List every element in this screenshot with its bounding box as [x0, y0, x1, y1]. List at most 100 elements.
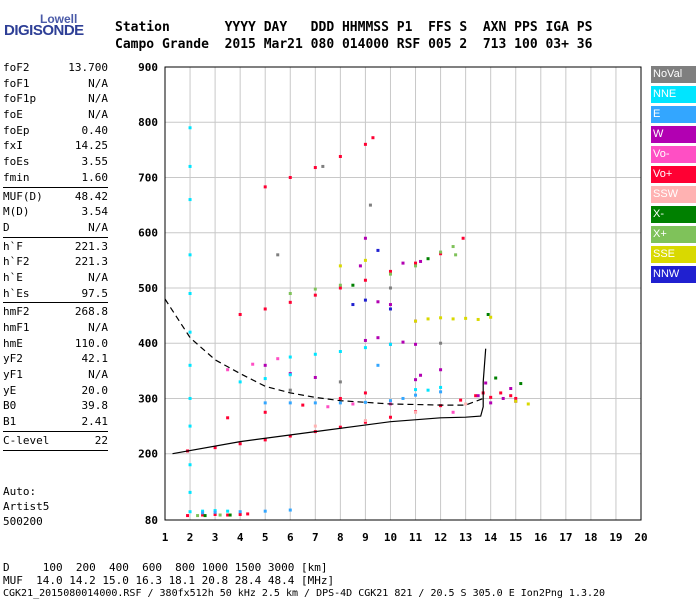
echo-point [419, 373, 423, 377]
x-tick-label: 8 [337, 531, 344, 544]
echo-point [484, 381, 488, 385]
echo-point [388, 399, 392, 403]
param-name: hmE [3, 336, 23, 350]
param-value: 2.41 [81, 415, 109, 429]
echo-series-nne [188, 126, 443, 514]
echo-point [188, 198, 192, 202]
echo-point [263, 438, 267, 442]
echo-point [313, 166, 317, 170]
echo-series-noval [276, 164, 443, 392]
echo-point [213, 510, 217, 514]
y-tick-label: 500 [138, 282, 158, 295]
y-tick-label: 300 [138, 392, 158, 405]
echo-point [454, 253, 458, 257]
distance-row: D 100 200 400 600 800 1000 1500 3000 [km… [3, 561, 328, 574]
echo-point [401, 396, 405, 400]
echo-point [459, 398, 463, 402]
scaled-parameters-list: foF2 13.700 foF1 N/A foF1p N/A foE N/A foEp 0.40 f… [3, 60, 108, 452]
param-value: 3.55 [81, 155, 109, 169]
param-row: hmE 110.0 [3, 336, 108, 352]
echo-point [464, 402, 468, 406]
echo-point [188, 292, 192, 295]
echo-point [213, 446, 217, 450]
y-tick-label: 600 [138, 227, 158, 240]
echo-point [358, 264, 362, 268]
echo-point [188, 510, 192, 514]
echo-point [388, 303, 392, 307]
param-name: fmin [3, 170, 30, 184]
echo-point [414, 319, 418, 323]
param-value: 97.5 [81, 286, 109, 300]
echo-point [501, 396, 505, 400]
param-value: 221.3 [74, 255, 108, 269]
param-value: N/A [88, 108, 108, 122]
x-tick-label: 4 [237, 531, 244, 544]
echo-point [186, 514, 190, 518]
param-separator [3, 236, 108, 238]
echo-point [363, 400, 367, 404]
param-row: foF1 N/A [3, 76, 108, 92]
logo-lowell: Lowell [40, 12, 78, 26]
param-name: hmF2 [3, 305, 30, 319]
param-value: 13.700 [68, 61, 108, 74]
echo-point [288, 401, 292, 405]
param-name: B0 [3, 399, 17, 413]
profile-solid-line [172, 348, 487, 455]
param-value: N/A [88, 368, 108, 382]
echo-series-vo [186, 136, 518, 518]
echo-point [226, 368, 230, 372]
echo-point [238, 510, 242, 514]
param-value: 268.8 [74, 305, 108, 319]
echo-point [263, 410, 267, 414]
echo-point [201, 511, 205, 515]
echo-point [363, 346, 367, 350]
param-value: N/A [88, 270, 108, 284]
param-row: h`F 221.3 [3, 239, 108, 255]
legend-item: NNW [651, 266, 696, 283]
muf-row: MUF 14.0 14.2 15.0 16.3 18.1 20.8 28.4 4… [3, 574, 335, 587]
param-name: h`E [3, 270, 23, 284]
param-row: fxI 14.25 [3, 138, 108, 154]
echo-point [201, 509, 205, 513]
echo-point [426, 388, 430, 392]
param-name: foF2 [3, 61, 30, 74]
echo-point [526, 402, 530, 406]
x-tick-label: 14 [484, 531, 498, 544]
auto-label: Auto: [3, 485, 37, 498]
param-value: 1.60 [81, 170, 109, 184]
echo-point [301, 403, 305, 407]
param-value: 221.3 [74, 239, 108, 253]
x-tick-label: 16 [534, 531, 548, 544]
legend-item: X+ [651, 226, 696, 243]
chart-echoes [186, 126, 530, 518]
echo-point [238, 442, 242, 446]
echo-point [238, 512, 242, 516]
echo-point [363, 236, 367, 240]
param-name: B1 [3, 415, 17, 429]
echo-point [338, 425, 342, 429]
echo-point [363, 420, 367, 424]
echo-point [489, 395, 493, 399]
x-tick-label: 12 [434, 531, 447, 544]
plot-frame [164, 66, 642, 521]
echo-point [414, 261, 418, 265]
param-separator [3, 430, 108, 432]
echo-point [451, 317, 455, 321]
param-name: yF2 [3, 352, 23, 366]
x-tick-label: 17 [559, 531, 572, 544]
echo-point [326, 405, 330, 409]
param-row: hmF1 N/A [3, 320, 108, 336]
echo-point [509, 387, 513, 391]
param-value: N/A [88, 220, 108, 234]
echo-point [401, 261, 405, 265]
echo-point [213, 512, 217, 516]
echo-point [363, 142, 367, 146]
x-tick-label: 15 [509, 531, 522, 544]
legend-item: NNE [651, 86, 696, 103]
echo-point [263, 401, 267, 405]
echo-point [188, 253, 192, 257]
y-tick-label: 900 [138, 61, 158, 74]
echo-point [486, 312, 490, 316]
param-name: yE [3, 383, 17, 397]
legend-item: W [651, 126, 696, 143]
